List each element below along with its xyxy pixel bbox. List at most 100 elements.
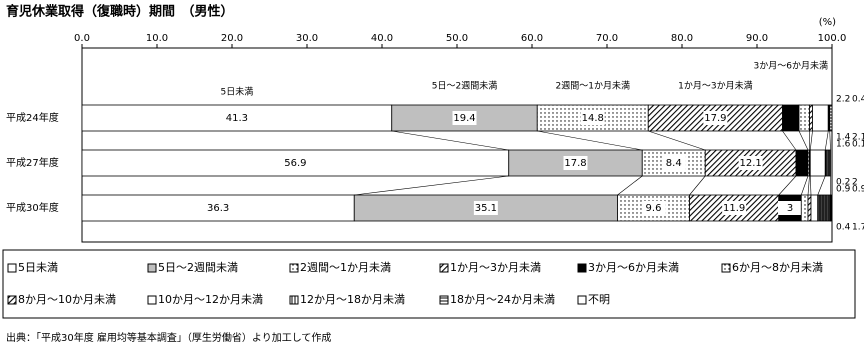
legend-label: 6か月～8か月未満: [732, 261, 823, 274]
value-label: 2.2: [836, 95, 850, 105]
x-tick-label: 70.0: [596, 33, 618, 44]
bar-segment: [795, 149, 809, 177]
value-label: 36.3: [207, 203, 229, 214]
value-label: 2: [852, 178, 858, 188]
label-bg: [224, 111, 249, 125]
x-tick-label: 10.0: [146, 33, 168, 44]
bar-segment: [782, 104, 800, 132]
legend-swatch: [7, 263, 17, 273]
bar-segment: [824, 149, 831, 177]
label-bg: [641, 201, 666, 215]
x-tick-label: 90.0: [746, 33, 768, 44]
value-label: 8.4: [666, 158, 682, 169]
x-tick-label: 50.0: [446, 33, 468, 44]
label-bg: [452, 111, 477, 125]
label-bg: [778, 201, 802, 215]
value-label: 41.3: [226, 113, 248, 124]
value-label: 0.4: [852, 95, 864, 105]
value-label: 11.9: [723, 203, 745, 214]
label-bg: [580, 111, 605, 125]
connector: [354, 175, 509, 196]
label-bg: [738, 156, 763, 170]
bar-segment: [807, 194, 812, 222]
source-note: 出典：「平成30年度 雇用均等基本調査」（厚生労働省）より加工して作成: [6, 331, 331, 344]
bar-segment: [641, 149, 706, 177]
value-label: 19.4: [453, 113, 475, 124]
legend-swatch: [147, 263, 157, 273]
connector: [689, 175, 706, 196]
legend-label: 3か月～6か月未満: [588, 261, 679, 274]
segment-header: 2週間～1か月未満: [556, 80, 630, 92]
legend-frame: [2, 249, 856, 319]
legend-label: 12か月～18か月未満: [300, 293, 405, 306]
value-label: 56.9: [284, 158, 306, 169]
legend-label: 1か月～3か月未満: [450, 261, 541, 274]
bar-segment: [809, 149, 826, 177]
legend-swatch: [289, 263, 299, 273]
connector: [829, 130, 831, 151]
value-label: 1.4: [836, 133, 851, 143]
x-tick-label: 80.0: [671, 33, 693, 44]
connector: [798, 130, 809, 151]
value-label: 0.1: [852, 140, 864, 150]
connector: [807, 175, 810, 196]
x-tick-label: 100.0: [818, 33, 847, 44]
value-label: 3: [787, 203, 793, 214]
segment-header: 5日未満: [221, 86, 254, 98]
y-tick-label: 平成27年度: [6, 156, 59, 169]
bar-segment: [830, 194, 832, 222]
legend-label: 18か月～24か月未満: [450, 293, 555, 306]
value-label: 1.7: [852, 223, 864, 233]
label-bg: [661, 156, 686, 170]
connector: [809, 130, 813, 151]
value-label: 0.9: [836, 185, 851, 195]
bar-segment: [800, 194, 809, 222]
legend-label: 5日未満: [18, 261, 58, 274]
connector: [824, 130, 829, 151]
connector: [782, 130, 797, 151]
legend-label: 2週間～1か月未満: [300, 261, 391, 274]
value-label: 9.6: [646, 203, 662, 214]
connector: [617, 175, 643, 196]
legend-label: 不明: [588, 293, 610, 306]
y-tick-label: 平成24年度: [6, 111, 59, 124]
legend-label: 10か月～12か月未満: [158, 293, 263, 306]
label-bg: [703, 111, 728, 125]
label-bg: [473, 201, 498, 215]
chart-title: 育児休業取得（復職時）期間 （男性）: [6, 4, 234, 20]
y-tick-label: 平成30年度: [6, 201, 59, 214]
connector: [648, 130, 706, 151]
x-tick-label: 0.0: [74, 33, 90, 44]
legend-swatch: [7, 295, 17, 305]
legend-label: 5日～2週間未満: [158, 261, 238, 274]
legend-swatch: [577, 295, 587, 305]
segment-header: 1か月～3か月未満: [678, 80, 752, 92]
value-label: 0.9: [852, 185, 864, 195]
connector: [778, 175, 797, 196]
value-label: 0.4: [836, 223, 851, 233]
bar-segment: [809, 104, 813, 132]
segment-header: 3か月～6か月未満: [754, 60, 828, 72]
legend-swatch: [289, 295, 299, 305]
bar-segment: [829, 104, 833, 132]
legend-swatch: [439, 263, 449, 273]
x-tick-label: 30.0: [296, 33, 318, 44]
value-label: 12.1: [739, 158, 761, 169]
segment-header: 5日～2週間未満: [432, 80, 497, 92]
value-label: 17.9: [704, 113, 726, 124]
value-label: 2.1: [852, 133, 864, 143]
unit-label: (%): [819, 17, 836, 28]
legend-swatch: [439, 295, 449, 305]
legend-swatch: [721, 263, 731, 273]
value-label: 1.6: [836, 140, 851, 150]
bar-segment: [798, 104, 810, 132]
label-bg: [206, 201, 231, 215]
connector: [391, 130, 509, 151]
value-label: 14.8: [582, 113, 604, 124]
bar-segment: [812, 104, 829, 132]
x-tick-label: 60.0: [521, 33, 543, 44]
legend-swatch: [577, 263, 587, 273]
label-bg: [722, 201, 747, 215]
bar-segment: [810, 194, 819, 222]
